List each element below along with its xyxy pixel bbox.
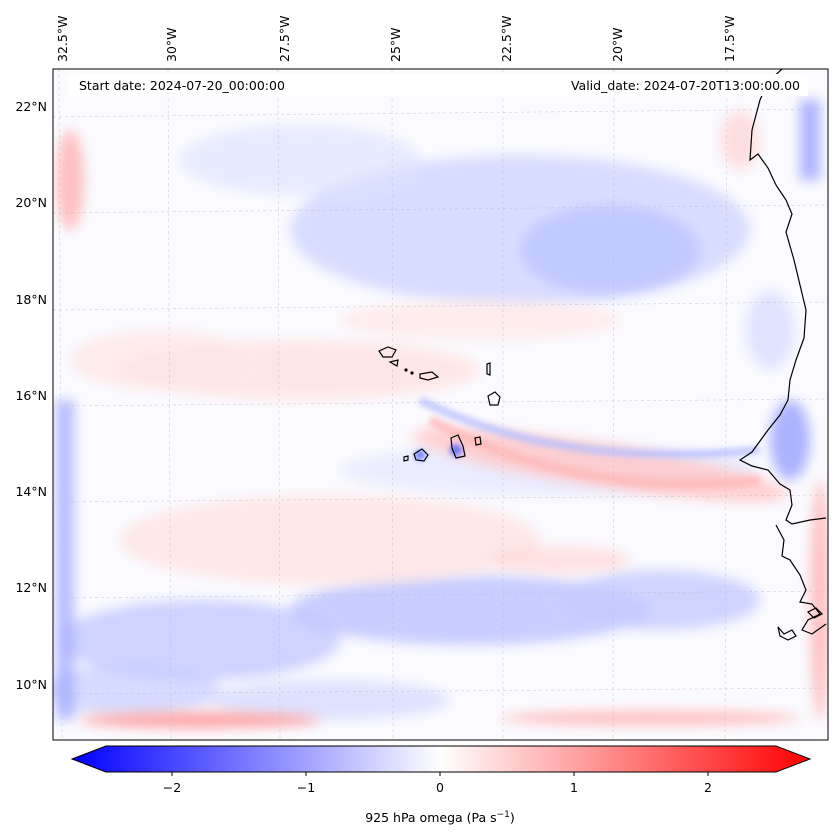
coastline bbox=[738, 69, 827, 641]
colorbar-title: 925 hPa omega (Pa s−1) bbox=[365, 810, 515, 825]
island-sal bbox=[486, 362, 491, 376]
colorbar-ticks bbox=[171, 772, 709, 776]
start-date-label: Start date: 2024-07-20_00:00:00 bbox=[79, 78, 285, 93]
omega-negative-patches bbox=[53, 100, 820, 720]
lat-tick-label: 22°N bbox=[15, 99, 47, 114]
lat-tick-label: 20°N bbox=[15, 195, 47, 210]
lat-tick-label: 12°N bbox=[15, 580, 47, 595]
latitude-labels: 22°N 20°N 18°N 16°N 14°N 12°N 10°N bbox=[15, 99, 47, 692]
map-frame bbox=[52, 68, 829, 741]
longitude-labels: 32.5°W 30°W 27.5°W 25°W 22.5°W 20°W 17.5… bbox=[55, 16, 737, 62]
lat-tick-label: 18°N bbox=[15, 292, 47, 307]
colorbar: −2 −1 0 1 2 925 hPa omega (Pa s−1) bbox=[70, 745, 812, 825]
island-santiago bbox=[450, 434, 466, 459]
header-banner bbox=[68, 74, 808, 96]
omega-positive-patches bbox=[56, 110, 828, 728]
colorbar-tick-label: −1 bbox=[297, 780, 315, 795]
island-boa-vista bbox=[487, 391, 501, 406]
lat-tick-label: 10°N bbox=[15, 677, 47, 692]
island-sao-vicente bbox=[388, 359, 399, 367]
island-sao-nicolau bbox=[419, 371, 440, 381]
lat-tick-label: 16°N bbox=[15, 388, 47, 403]
island-santa-luzia bbox=[404, 368, 408, 372]
island-sao-nicolau-west bbox=[410, 371, 414, 375]
lon-tick-label: 20°W bbox=[610, 27, 625, 62]
lon-tick-label: 32.5°W bbox=[55, 16, 70, 62]
graticule bbox=[53, 69, 828, 740]
omega-field bbox=[53, 69, 828, 740]
island-santo-antao bbox=[378, 346, 397, 358]
valid-date-label: Valid_date: 2024-07-20T13:00:00.00 bbox=[571, 78, 800, 93]
colorbar-tick-label: 2 bbox=[704, 780, 712, 795]
island-brava bbox=[403, 455, 409, 462]
cape-verde-islands bbox=[378, 346, 501, 462]
map-panel: Start date: 2024-07-20_00:00:00 Valid_da… bbox=[52, 68, 829, 741]
omega-sharp-features bbox=[415, 396, 761, 489]
lon-tick-label: 30°W bbox=[164, 27, 179, 62]
lat-tick-label: 14°N bbox=[15, 484, 47, 499]
lon-tick-label: 17.5°W bbox=[722, 16, 737, 62]
lon-tick-label: 22.5°W bbox=[499, 16, 514, 62]
island-fogo bbox=[413, 448, 429, 462]
lon-tick-label: 27.5°W bbox=[277, 16, 292, 62]
lon-tick-label: 25°W bbox=[388, 27, 403, 62]
colorbar-tick-label: 0 bbox=[436, 780, 444, 795]
island-maio bbox=[474, 436, 482, 446]
colorbar-body bbox=[70, 745, 812, 773]
colorbar-tick-label: −2 bbox=[163, 780, 181, 795]
colorbar-tick-label: 1 bbox=[570, 780, 578, 795]
